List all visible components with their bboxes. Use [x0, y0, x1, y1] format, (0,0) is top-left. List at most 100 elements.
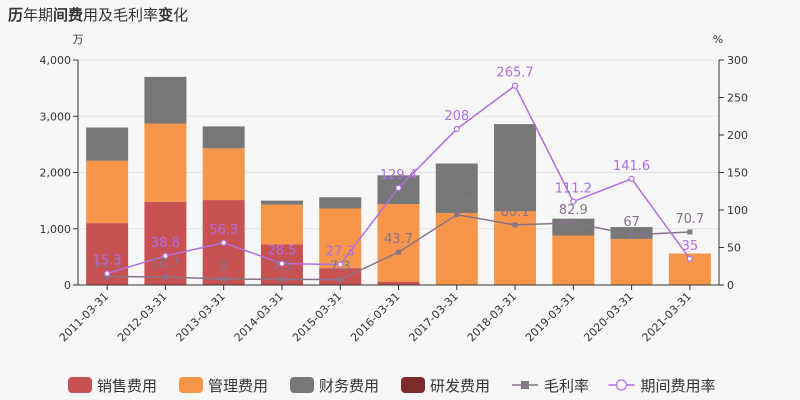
legend-label-0: 销售费用	[97, 377, 157, 395]
line-1-label-5: 129.4	[380, 168, 417, 183]
line-1-point-8	[570, 198, 577, 205]
y-left-tick-4: 4,000	[40, 54, 72, 67]
y-right-tick-1: 50	[727, 242, 741, 255]
y-left-tick-1: 1,000	[40, 223, 72, 236]
y-right-tick-2: 100	[727, 204, 748, 217]
bar-1-8	[552, 235, 595, 285]
line-1-label-2: 56.3	[209, 223, 238, 238]
line-1-label-9: 141.6	[613, 159, 650, 174]
line-1-point-5	[395, 184, 402, 192]
x-tick-0: 2011-03-31	[57, 290, 111, 344]
line-1-point-9	[628, 175, 635, 182]
y-left-tick-3: 3,000	[40, 110, 72, 123]
title-segment-4: 变	[158, 6, 173, 24]
line-1-label-1: 38.8	[151, 236, 180, 251]
x-tick-1: 2012-03-31	[115, 290, 169, 344]
legend-marker-1	[615, 379, 628, 391]
x-tick-10: 2021-03-31	[640, 290, 694, 344]
line-1-point-6	[453, 125, 460, 133]
title-segment-2: 间费	[53, 6, 83, 24]
line-0-label-5: 43.7	[384, 232, 413, 247]
bar-0-1	[144, 201, 187, 285]
bar-1-3	[260, 204, 303, 245]
y-right-tick-5: 250	[727, 92, 748, 105]
x-tick-4: 2015-03-31	[290, 290, 344, 344]
bar-1-1	[144, 123, 187, 202]
bar-2-0	[86, 127, 129, 161]
y-left-tick-2: 2,000	[40, 167, 72, 180]
line-0-label-3: 7.5	[272, 259, 293, 274]
line-0-label-8: 82.9	[559, 203, 588, 218]
line-1-label-7: 265.7	[496, 66, 533, 81]
x-tick-9: 2020-03-31	[581, 290, 635, 344]
line-1-label-4: 27.3	[326, 245, 355, 260]
line-0-label-1: 10.7	[151, 257, 180, 272]
line-0-point-8	[570, 220, 576, 226]
x-tick-6: 2017-03-31	[406, 290, 460, 344]
legend-label-line-1: 期间费用率	[641, 377, 716, 395]
legend-label-1: 管理费用	[208, 377, 268, 395]
bar-series	[86, 76, 711, 285]
line-0-label-4: 7.3	[330, 260, 351, 275]
bar-2-4	[319, 197, 362, 209]
y-right-tick-0: 0	[727, 279, 734, 292]
legend-marker-0	[521, 381, 529, 389]
legend-label-3: 研发费用	[430, 377, 490, 395]
y-left-unit: 万	[73, 33, 84, 46]
bar-2-2	[202, 126, 245, 149]
bar-1-2	[202, 148, 245, 201]
line-0-point-1	[162, 274, 168, 280]
legend-swatch-2	[290, 377, 314, 393]
line-0-label-6: 93.8	[442, 195, 471, 210]
line-0-point-2	[221, 276, 227, 282]
line-0-label-7: 80.1	[501, 205, 530, 220]
line-1-point-1	[162, 252, 169, 259]
title-segment-5: 化	[173, 6, 188, 24]
bar-2-6	[435, 163, 478, 213]
line-1-point-0	[104, 270, 111, 277]
x-tick-3: 2014-03-31	[232, 290, 286, 344]
line-1-point-4	[337, 261, 344, 268]
line-1-label-0: 15.3	[93, 254, 122, 269]
line-1-label-10: 35	[682, 239, 699, 254]
line-1-point-2	[220, 239, 227, 246]
bar-2-1	[144, 76, 187, 124]
line-1-point-10	[686, 255, 693, 262]
x-tick-5: 2016-03-31	[348, 290, 402, 344]
title-segment-0: 历	[8, 6, 23, 24]
bar-0-4	[319, 268, 362, 285]
y-left-tick-0: 0	[64, 279, 71, 292]
line-0-point-7	[512, 222, 518, 228]
x-tick-7: 2018-03-31	[465, 290, 519, 344]
line-0-label-0: 11.3	[93, 257, 122, 272]
legend-swatch-1	[179, 377, 203, 393]
y-right-tick-3: 150	[727, 167, 748, 180]
y-right-tick-4: 200	[727, 129, 748, 142]
line-0-label-10: 70.7	[675, 212, 704, 227]
line-0-point-6	[454, 212, 460, 218]
legend-label-2: 财务费用	[319, 377, 379, 395]
y-right-tick-6: 300	[727, 54, 748, 67]
line-0-point-9	[629, 232, 635, 238]
legend-swatch-3	[401, 377, 425, 393]
line-series	[104, 82, 693, 283]
bar-1-6	[435, 213, 478, 285]
chart-title: 历年期间费用及毛利率变化	[8, 6, 188, 24]
x-tick-8: 2019-03-31	[523, 290, 577, 344]
legend: 销售费用 管理费用 财务费用 研发费用 毛利率 期间费用率	[68, 377, 716, 395]
title-segment-3: 用及毛利率	[83, 6, 158, 24]
bar-1-4	[319, 208, 362, 269]
line-0-point-5	[396, 249, 401, 255]
line-0-point-3	[279, 276, 285, 282]
bar-0-5	[377, 281, 420, 285]
legend-swatch-0	[68, 377, 92, 393]
bar-2-3	[260, 200, 303, 205]
line-0-point-10	[687, 229, 693, 235]
line-1-label-8: 111.2	[555, 182, 592, 197]
data-labels: 11.3 10.7 8 7.5 7.3 43.7 93.8 80.1 82.9 67 70.7 15.…	[93, 66, 705, 275]
line-1-point-3	[278, 260, 286, 267]
line-1-label-3: 28.5	[267, 244, 296, 259]
title-segment-1: 年期	[23, 6, 53, 24]
